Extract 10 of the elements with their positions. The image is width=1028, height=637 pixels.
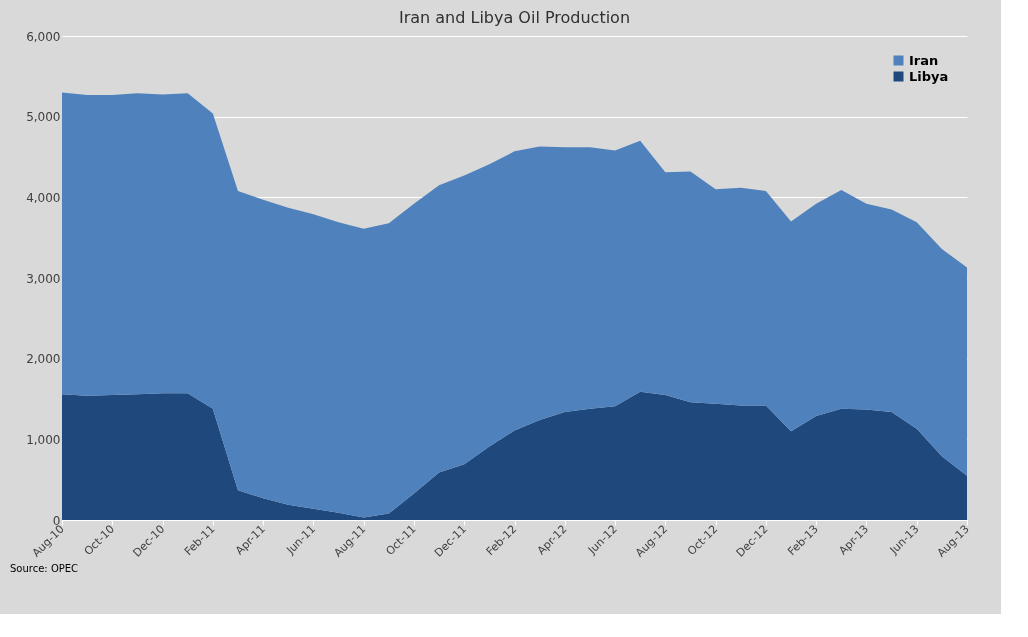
y-tick-label: 4,000 bbox=[26, 190, 61, 205]
y-tick-label: 5,000 bbox=[26, 110, 61, 125]
y-tick-label: 2,000 bbox=[26, 352, 61, 367]
legend-label: Libya bbox=[909, 68, 949, 84]
y-tick-label: 3,000 bbox=[26, 271, 61, 286]
source-note: Source: OPEC bbox=[10, 563, 79, 574]
legend-label: Iran bbox=[909, 52, 939, 68]
chart-title: Iran and Libya Oil Production bbox=[398, 8, 631, 27]
y-tick-label: 1,000 bbox=[26, 432, 61, 447]
y-tick-label: 6,000 bbox=[26, 29, 61, 44]
